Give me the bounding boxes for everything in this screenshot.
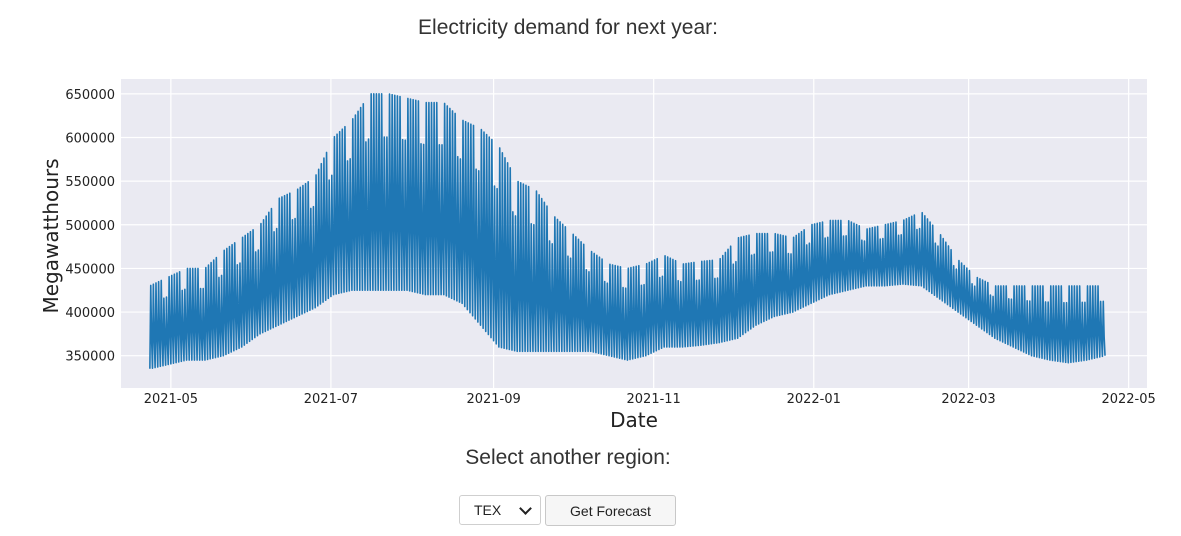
plot-area (121, 79, 1147, 388)
forecast-controls: TEX Get Forecast (459, 495, 676, 526)
region-select-value: TEX (474, 502, 502, 518)
y-tick-labels: 350000 400000 450000 500000 550000 600000 6500… (65, 88, 115, 365)
get-forecast-button[interactable]: Get Forecast (545, 495, 676, 526)
y-tick-label: 500000 (65, 219, 115, 234)
y-tick-label: 650000 (65, 88, 115, 103)
page-title: Electricity demand for next year: (418, 16, 718, 39)
x-tick-label: 2021-05 (144, 392, 198, 407)
y-tick-label: 350000 (65, 350, 115, 365)
x-tick-label: 2021-09 (466, 392, 520, 407)
y-tick-label: 550000 (65, 175, 115, 190)
x-tick-label: 2022-05 (1101, 392, 1155, 407)
x-tick-labels: 2021-05 2021-07 2021-09 2021-11 2022-01 2022-… (144, 392, 1156, 407)
y-tick-label: 450000 (65, 262, 115, 277)
region-prompt: Select another region: (465, 446, 671, 469)
x-tick-label: 2022-01 (787, 392, 841, 407)
x-axis-label: Date (610, 408, 658, 432)
chevron-down-icon (519, 501, 532, 515)
x-tick-label: 2021-11 (627, 392, 681, 407)
series-demand (149, 93, 1106, 369)
demand-chart: 2021-05 2021-07 2021-09 2021-11 2022-01 2022-… (39, 79, 1156, 432)
region-select[interactable]: TEX (459, 495, 541, 525)
y-tick-label: 600000 (65, 131, 115, 146)
x-tick-label: 2021-07 (304, 392, 358, 407)
x-tick-label: 2022-03 (941, 392, 995, 407)
y-tick-label: 400000 (65, 306, 115, 321)
y-axis-label: Megawatthours (39, 158, 63, 313)
series-line-demand (149, 93, 1106, 369)
